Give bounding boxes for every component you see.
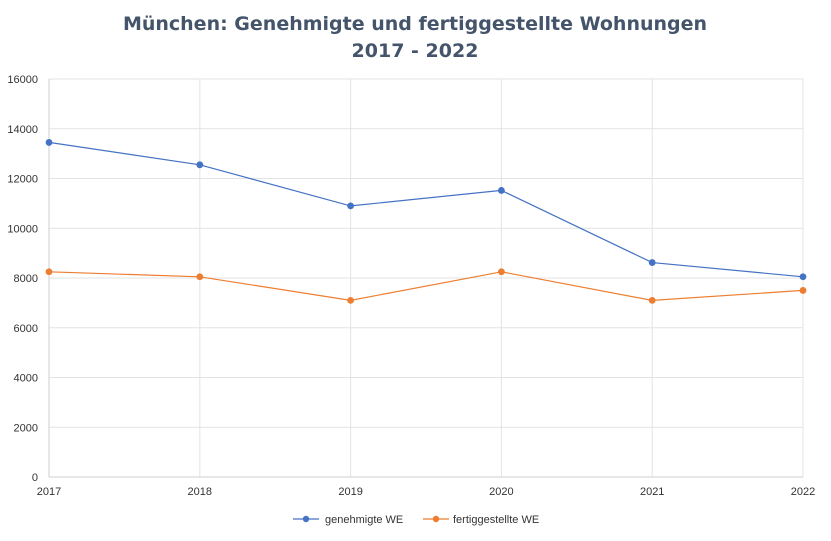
data-point-series-2 [799,287,807,294]
x-tick-label: 2018 [188,486,212,498]
data-point-series-2 [347,296,354,304]
x-tick-label: 2019 [338,486,362,498]
data-point-series-2 [45,268,53,276]
y-tick-label: 6000 [14,323,38,335]
x-tick-label: 2022 [791,486,815,498]
data-point-series-1 [648,259,656,266]
y-tick-label: 8000 [14,273,38,285]
data-point-series-2 [196,273,204,281]
legend: genehmigte WE fertiggestellte WE [293,514,539,526]
legend-swatch-marker [432,515,440,523]
legend-swatch-marker [302,515,310,523]
y-tick-label: 14000 [7,124,38,136]
axes: 0 2000 4000 6000 8000 10000 12000 14000 16000 201… [7,74,815,498]
x-tick-label: 2020 [489,486,513,498]
data-point-series-2 [498,268,505,276]
y-tick-label: 16000 [7,74,38,86]
y-tick-label: 2000 [14,422,38,434]
data-point-series-1 [45,139,53,146]
data-point-series-1 [799,273,807,281]
y-tick-label: 12000 [7,174,38,186]
x-tick-label: 2021 [640,486,664,498]
legend-label: fertiggestellte WE [453,514,539,526]
y-tick-label: 10000 [7,223,38,235]
data-point-series-1 [196,161,204,169]
data-point-series-2 [648,296,656,304]
series-lines [45,139,807,304]
x-tick-label: 2017 [37,486,61,498]
y-tick-label: 4000 [14,373,38,385]
grid-lines [49,78,804,477]
chart-title: München: Genehmigte und fertiggestellte … [123,13,707,35]
data-point-series-1 [347,202,354,210]
legend-label: genehmigte WE [325,514,403,526]
chart-subtitle: 2017 - 2022 [352,40,479,62]
series-line-2 [48,271,804,302]
series-line-1 [48,141,804,278]
data-point-series-1 [498,187,505,194]
y-tick-label: 0 [32,472,38,484]
